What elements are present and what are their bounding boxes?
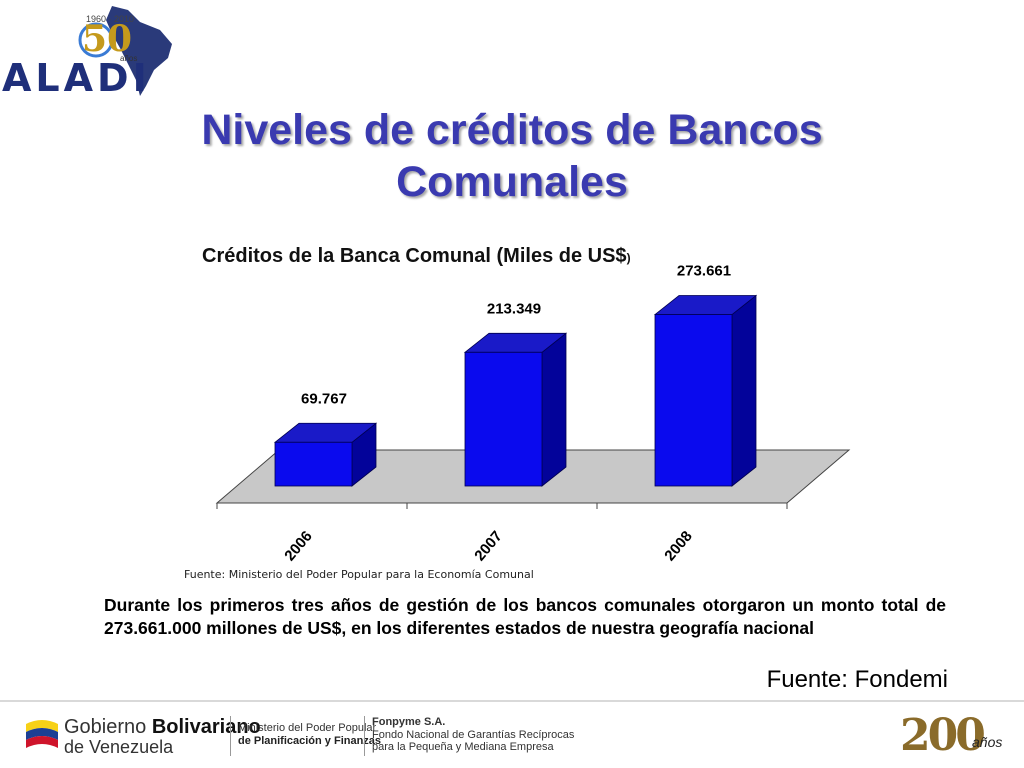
- logo-text: ALADI: [2, 56, 151, 100]
- summary-paragraph: Durante los primeros tres años de gestió…: [104, 595, 946, 638]
- fuente-fondemi: Fuente: Fondemi: [766, 666, 948, 693]
- footer-separator: [364, 716, 365, 756]
- bar-chart: 69.767 2006 213.349 2007 273.661 2008: [215, 263, 851, 564]
- footer: Gobierno Bolivariano de Venezuela Minist…: [0, 704, 1024, 768]
- fonpyme-line2: Fondo Nacional de Garantías Recíprocas: [372, 729, 575, 741]
- ministerio-line2: de Planificación y Finanzas: [238, 735, 382, 747]
- gobierno-line1: Gobierno Bolivariano: [64, 716, 261, 739]
- south-america-map-icon: [78, 6, 172, 96]
- bar-front-2007: [464, 351, 543, 487]
- data-label-2007: 213.349: [487, 300, 541, 317]
- data-label-2006: 69.767: [301, 390, 347, 407]
- slide-title-text: Niveles de créditos de Bancos Comunales: [201, 106, 823, 206]
- fonpyme-line1: Fonpyme S.A.: [372, 716, 446, 728]
- ministerio-line1: Ministerio del Poder Popular: [238, 722, 377, 734]
- chart-source-note: Fuente: Ministerio del Poder Popular par…: [184, 568, 534, 581]
- bar-side-2008: [731, 294, 757, 487]
- bar-2008: [653, 294, 758, 487]
- logo-anos: años: [120, 54, 138, 63]
- slide-title: Niveles de créditos de Bancos Comunales: [0, 104, 1024, 208]
- bars: [273, 294, 758, 487]
- chart-title-suffix: ): [626, 251, 631, 265]
- x-tick-label-2007: 2007: [471, 528, 505, 564]
- data-label-2008: 273.661: [677, 263, 731, 280]
- bicentenario-anos: años: [972, 734, 1003, 750]
- gobierno-line2: de Venezuela: [64, 737, 174, 757]
- x-tick-label-2008: 2008: [661, 528, 695, 564]
- venezuela-flag-icon: [26, 720, 58, 748]
- bar-front-2006: [274, 441, 353, 487]
- bar-2007: [463, 332, 568, 487]
- logo-fifty: 50: [82, 18, 133, 60]
- chart-title: Créditos de la Banca Comunal (Miles de U…: [202, 245, 631, 268]
- footer-separator: [230, 716, 231, 756]
- fonpyme-line3: para la Pequeña y Mediana Empresa: [372, 741, 554, 753]
- chart-title-text: Créditos de la Banca Comunal (Miles de U…: [202, 245, 627, 267]
- logo-years: 1960 · 2010: [86, 14, 135, 24]
- bicentenario-number: 200: [900, 710, 986, 761]
- aladi-logo: 1960 · 2010 50 años ALADI: [0, 0, 180, 100]
- bar-side-2007: [541, 332, 567, 487]
- gobierno-line1-a: Gobierno: [64, 716, 152, 738]
- gobierno-line1-b: Bolivariano: [151, 716, 261, 738]
- x-axis: [216, 502, 788, 509]
- footer-divider: [0, 700, 1024, 702]
- x-tick-label-2006: 2006: [281, 528, 315, 564]
- bar-2006: [273, 422, 378, 487]
- bar-front-2008: [654, 314, 733, 487]
